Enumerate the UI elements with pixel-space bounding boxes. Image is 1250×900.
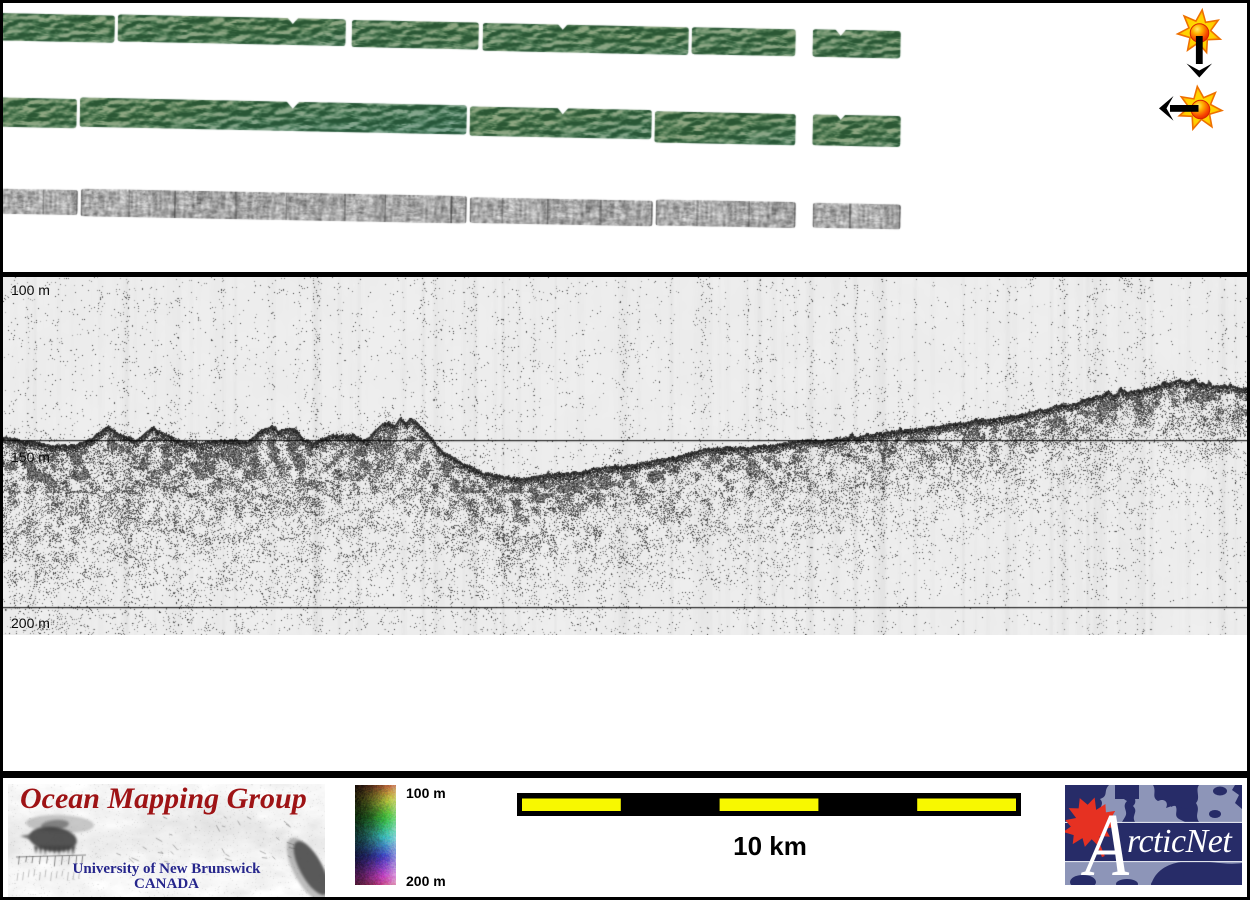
svg-text:A: A: [1081, 794, 1130, 885]
svg-text:rcticNet: rcticNet: [1127, 823, 1233, 860]
